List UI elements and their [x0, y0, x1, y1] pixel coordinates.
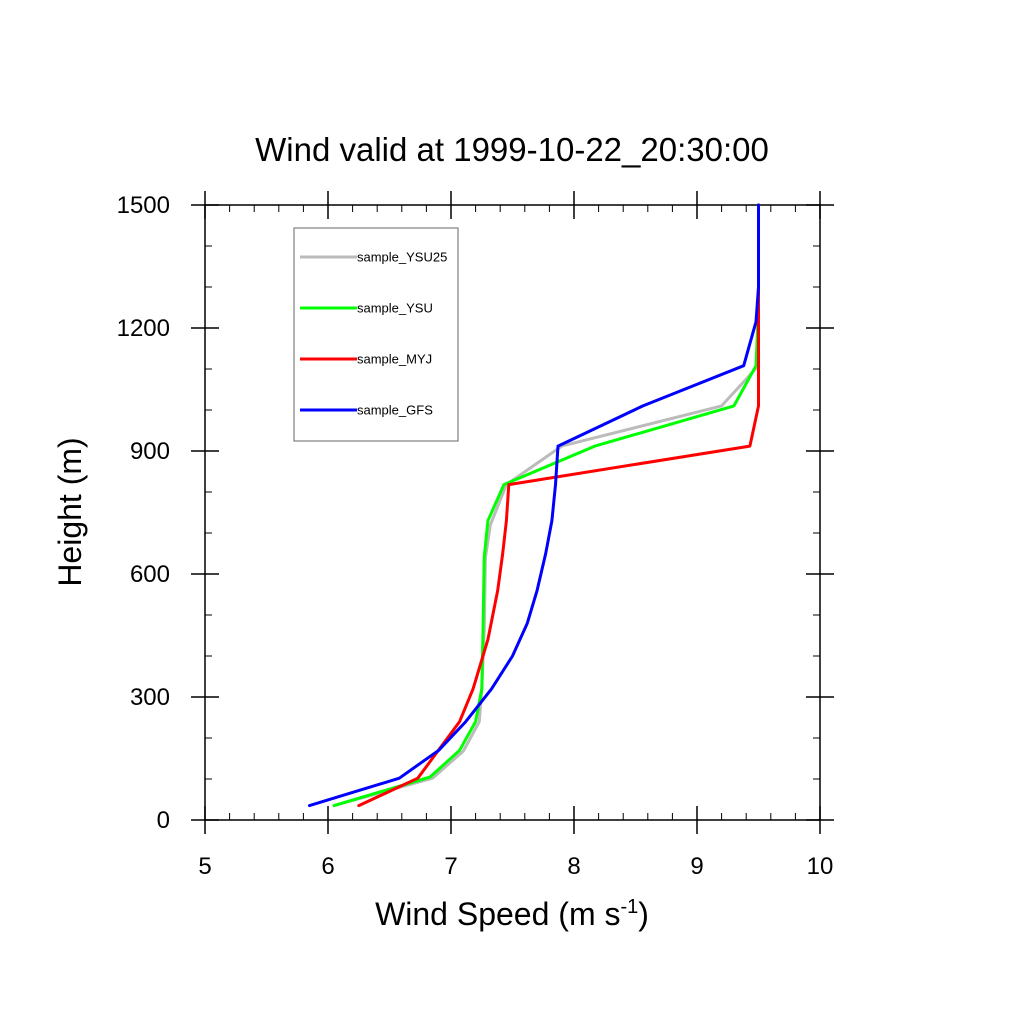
- series-line-sample-gfs: [308, 203, 760, 808]
- legend-label: sample_MYJ: [357, 352, 432, 367]
- x-tick-label: 9: [690, 853, 703, 880]
- x-tick-label: 5: [198, 853, 211, 880]
- x-tick-labels: 5 6 7 8 9 10: [198, 853, 833, 880]
- x-axis-label-suffix: ): [638, 896, 649, 932]
- x-tick-label: 10: [807, 853, 834, 880]
- legend-box: [293, 227, 459, 442]
- series-lines: [308, 203, 760, 808]
- y-tick-labels: 0 300 600 900 1200 1500: [117, 192, 170, 834]
- minor-ticks: [205, 205, 820, 820]
- y-tick-label: 900: [130, 438, 170, 465]
- legend-label: sample_YSU25: [357, 250, 447, 265]
- legend-label: sample_GFS: [357, 403, 433, 418]
- chart-title: Wind valid at 1999-10-22_20:30:00: [255, 131, 769, 168]
- y-axis-label: Height (m): [52, 437, 88, 586]
- y-tick-label: 300: [130, 684, 170, 711]
- x-axis-label: Wind Speed (m s-1): [375, 896, 649, 932]
- series-line-sample-myj: [357, 203, 760, 808]
- plot-area: [204, 204, 821, 821]
- legend-label: sample_YSU: [357, 301, 433, 316]
- y-tick-label: 1200: [117, 315, 170, 342]
- plot-border: [204, 204, 821, 821]
- y-tick-label: 0: [157, 807, 170, 834]
- x-axis-label-superscript: -1: [620, 896, 638, 918]
- series-line-sample-ysu: [332, 203, 760, 808]
- x-tick-label: 8: [567, 853, 580, 880]
- legend: sample_YSU25 sample_YSU sample_MYJ sample_G…: [293, 227, 459, 442]
- x-axis-label-main: Wind Speed (m s: [375, 896, 620, 932]
- x-tick-label: 6: [321, 853, 334, 880]
- major-ticks: [191, 191, 834, 834]
- y-tick-label: 1500: [117, 192, 170, 219]
- x-tick-label: 7: [444, 853, 457, 880]
- y-tick-label: 600: [130, 561, 170, 588]
